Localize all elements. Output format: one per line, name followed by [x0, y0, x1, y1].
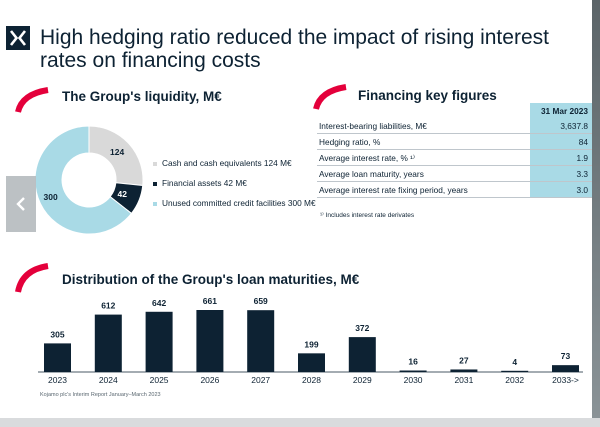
- bar-value-label: 661: [203, 296, 217, 306]
- x-tick-label: 2024: [99, 375, 118, 385]
- row-value: 3.0: [530, 181, 592, 198]
- bar-value-label: 16: [408, 356, 418, 366]
- x-tick-label: 2028: [302, 375, 321, 385]
- x-tick-label: 2023: [48, 375, 67, 385]
- slide: High hedging ratio reduced the impact of…: [0, 0, 592, 418]
- x-tick-label: 2033->: [552, 375, 579, 385]
- maturities-title: Distribution of the Group's loan maturit…: [62, 272, 360, 287]
- bar-value-label: 659: [254, 296, 268, 306]
- bar-value-label: 642: [152, 298, 166, 308]
- liquidity-title: The Group's liquidity, M€: [62, 89, 222, 104]
- bar: [348, 337, 376, 372]
- bar: [247, 310, 275, 372]
- bar-value-label: 612: [101, 301, 115, 311]
- x-tick-label: 2029: [353, 375, 372, 385]
- row-value: 3.3: [530, 165, 592, 182]
- row-value: 3,637.8: [530, 118, 592, 134]
- donut-value-label: 300: [43, 191, 58, 202]
- legend-label: Financial assets 42 M€: [162, 178, 247, 188]
- x-tick-label: 2027: [251, 375, 270, 385]
- x-tick-label: 2032: [505, 375, 524, 385]
- x-tick-label: 2025: [150, 375, 169, 385]
- donut-value-label: 124: [110, 146, 125, 157]
- bar: [399, 370, 427, 372]
- bar: [145, 311, 173, 372]
- table-row: Interest-bearing liabilities, M€ 3,637.8: [317, 118, 592, 134]
- table-header-row: 31 Mar 2023: [317, 103, 592, 118]
- slide-title: High hedging ratio reduced the impact of…: [40, 26, 549, 72]
- bar: [94, 314, 122, 372]
- row-value: 84: [530, 133, 592, 150]
- legend-label: Cash and cash equivalents 124 M€: [162, 158, 292, 168]
- bar: [298, 353, 325, 372]
- legend-item: Cash and cash equivalents 124 M€: [153, 158, 292, 168]
- row-label: Average interest rate fixing period, yea…: [317, 181, 531, 198]
- section-accent-arc-financing: [313, 84, 347, 110]
- column-header-date: 31 Mar 2023: [530, 103, 592, 118]
- bar-value-label: 73: [561, 351, 571, 361]
- loan-maturities-bar-chart: 305 2023 612 2024 642 2025 661 2026 659 2027 199 20…: [38, 296, 583, 385]
- bar: [196, 310, 224, 372]
- chevron-left-icon: [16, 197, 25, 211]
- legend-swatch: [153, 181, 157, 186]
- legend-label: Unused committed credit facilities 300 M…: [162, 198, 316, 208]
- row-label: Average loan maturity, years: [317, 165, 531, 182]
- bar-value-label: 305: [50, 329, 64, 339]
- legend-swatch: [153, 201, 157, 206]
- bar-value-label: 372: [355, 323, 369, 333]
- financing-title: Financing key figures: [358, 88, 497, 103]
- legend-item: Unused committed credit facilities 300 M…: [153, 198, 316, 208]
- x-tick-label: 2026: [200, 375, 219, 385]
- row-label: Hedging ratio, %: [317, 133, 531, 150]
- window-edge: [592, 0, 600, 427]
- row-value: 1.9: [530, 149, 592, 166]
- donut-slice: [34, 125, 133, 235]
- x-tick-label: 2031: [454, 375, 473, 385]
- window-bottom-edge: [0, 418, 600, 427]
- legend-item: Financial assets 42 M€: [153, 178, 247, 188]
- x-tick-label: 2030: [404, 375, 423, 385]
- previous-slide-button[interactable]: [6, 176, 36, 232]
- financing-key-figures-table: 31 Mar 2023 Interest-bearing liabilities…: [317, 103, 592, 198]
- kojamo-logo-icon: [6, 26, 30, 50]
- bar: [44, 343, 71, 372]
- bar-value-label: 27: [459, 355, 469, 365]
- row-label: Interest-bearing liabilities, M€: [317, 118, 531, 134]
- row-label: Average interest rate, % ¹⁾: [317, 149, 531, 166]
- donut-value-label: 42: [117, 189, 127, 200]
- bar: [552, 365, 579, 372]
- slide-footer: Kojamo plc's Interim Report January–Marc…: [40, 392, 161, 398]
- section-accent-arc-liquidity: [15, 87, 49, 113]
- bar-value-label: 199: [304, 339, 318, 349]
- table-row: Hedging ratio, % 84: [317, 133, 592, 150]
- bar-value-label: 4: [512, 357, 517, 367]
- legend-swatch: [153, 161, 157, 166]
- liquidity-donut-chart: [34, 125, 144, 235]
- table-row: Average interest rate fixing period, yea…: [317, 181, 592, 198]
- bar: [450, 369, 478, 372]
- section-accent-arc-maturities: [15, 263, 49, 293]
- financing-footnote: ¹⁾ Includes interest rate derivates: [320, 212, 415, 219]
- table-row: Average loan maturity, years 3.3: [317, 165, 592, 182]
- table-row: Average interest rate, % ¹⁾ 1.9: [317, 149, 592, 166]
- bar: [501, 370, 529, 372]
